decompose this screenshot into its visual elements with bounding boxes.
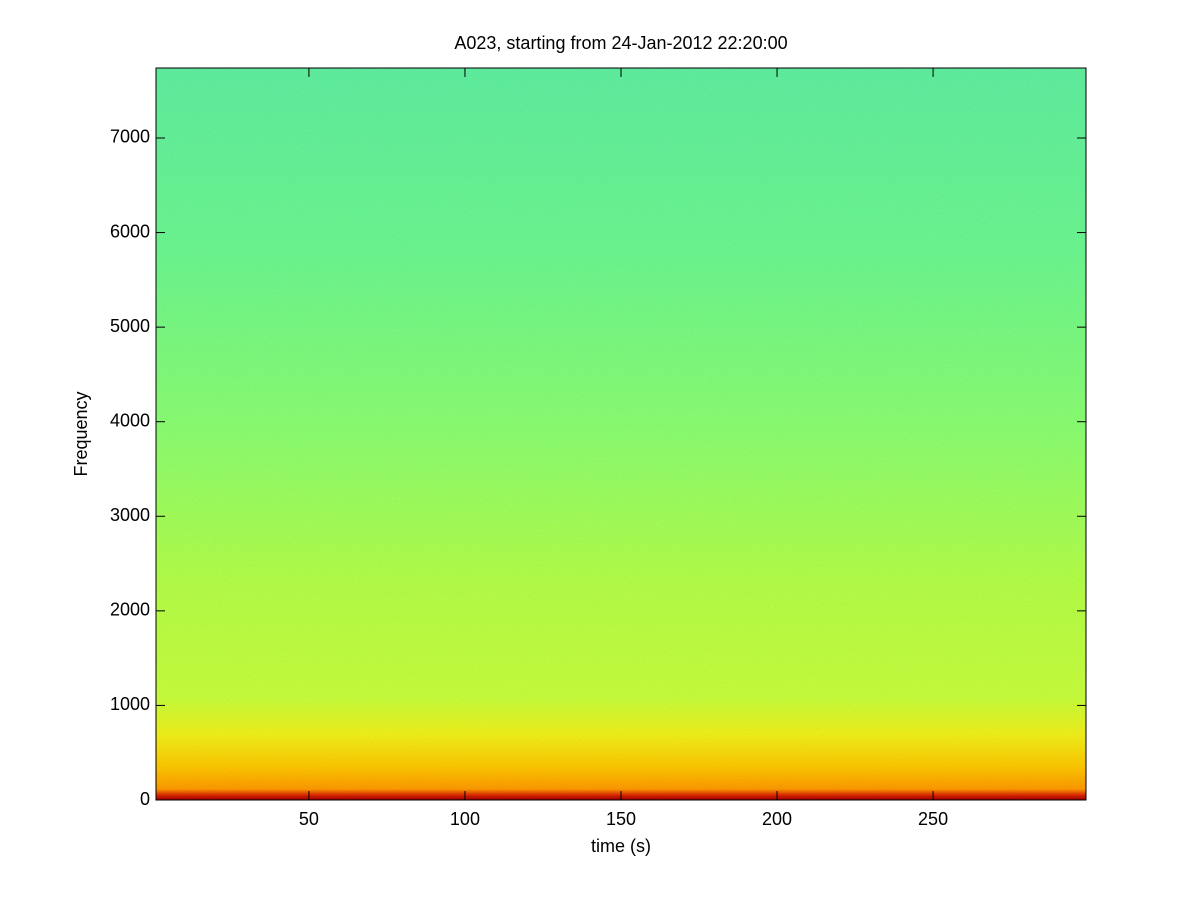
y-tick-label: 5000 (110, 316, 150, 336)
plot-area (155, 67, 1087, 801)
spectrogram-texture (156, 68, 1086, 800)
x-axis-label: time (s) (591, 836, 651, 856)
y-tick-label: 6000 (110, 221, 150, 241)
y-axis-label: Frequency (71, 391, 91, 476)
y-tick-label: 7000 (110, 127, 150, 147)
x-tick-label: 100 (450, 809, 480, 829)
y-tick-label: 3000 (110, 505, 150, 525)
x-tick-label: 250 (918, 809, 948, 829)
x-tick-label: 50 (299, 809, 319, 829)
y-tick-label: 2000 (110, 600, 150, 620)
y-tick-label: 1000 (110, 694, 150, 714)
y-tick-label: 0 (140, 789, 150, 809)
x-tick-label: 200 (762, 809, 792, 829)
y-tick-label: 4000 (110, 410, 150, 430)
x-tick-label: 150 (606, 809, 636, 829)
chart-title: A023, starting from 24-Jan-2012 22:20:00 (454, 33, 787, 53)
